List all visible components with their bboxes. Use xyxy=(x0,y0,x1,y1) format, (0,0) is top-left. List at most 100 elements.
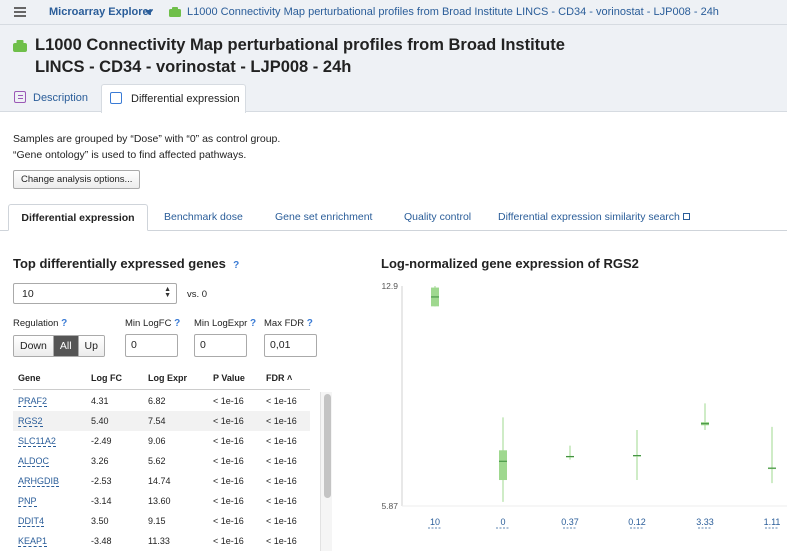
gene-link[interactable]: PNP xyxy=(18,496,37,507)
tab-differential-expression[interactable]: Differential expression xyxy=(101,84,246,113)
col-fdr[interactable]: FDR ˄ xyxy=(266,373,293,383)
table-row[interactable]: PNP -3.14 13.60 < 1e-16 < 1e-16 xyxy=(13,491,310,511)
top-count-value: 10 xyxy=(22,288,34,300)
p-value-cell: < 1e-16 xyxy=(213,496,244,506)
change-analysis-options-button[interactable]: Change analysis options... xyxy=(13,170,141,189)
regulation-all-button[interactable]: All xyxy=(53,336,79,356)
tab-differential-expression-label: Differential expression xyxy=(131,93,240,105)
chevron-down-icon[interactable] xyxy=(145,10,153,15)
y-tick-label: 5.87 xyxy=(381,501,398,511)
regulation-label-text: Regulation xyxy=(13,318,59,329)
log-fc-cell: -3.14 xyxy=(91,496,112,506)
gene-link[interactable]: DDIT4 xyxy=(18,516,45,527)
log-fc-cell: 4.31 xyxy=(91,396,109,406)
x-tick-label: 1.11 xyxy=(764,517,781,527)
col-log-expr[interactable]: Log Expr xyxy=(148,373,188,383)
x-tick-label: 10 xyxy=(430,517,440,527)
x-tick-label: 0 xyxy=(500,517,505,527)
p-value-cell: < 1e-16 xyxy=(213,396,244,406)
fdr-cell: < 1e-16 xyxy=(266,396,297,406)
fdr-cell: < 1e-16 xyxy=(266,516,297,526)
help-icon[interactable]: ? xyxy=(61,318,68,329)
subtab-quality-control[interactable]: Quality control xyxy=(404,211,472,223)
gene-link[interactable]: ALDOC xyxy=(18,456,50,467)
page-title: L1000 Connectivity Map perturbational pr… xyxy=(35,36,565,76)
p-value-cell: < 1e-16 xyxy=(213,516,244,526)
top-genes-title: Top differentially expressed genes ? xyxy=(13,256,239,271)
min-logexpr-label-text: Min LogExpr xyxy=(194,318,248,329)
box xyxy=(499,450,507,481)
gene-link[interactable]: KEAP1 xyxy=(18,536,48,547)
help-icon[interactable]: ? xyxy=(306,318,313,329)
analysis-info: Samples are grouped by “Dose” with “0” a… xyxy=(13,131,280,163)
subtab-gene-set-enrichment[interactable]: Gene set enrichment xyxy=(275,211,373,223)
max-fdr-input[interactable]: 0,01 xyxy=(264,334,317,357)
log-expr-cell: 13.60 xyxy=(148,496,171,506)
min-logfc-label-text: Min LogFC xyxy=(125,318,172,329)
log-expr-cell: 9.15 xyxy=(148,516,166,526)
min-logexpr-input[interactable]: 0 xyxy=(194,334,247,357)
table-row[interactable]: ALDOC 3.26 5.62 < 1e-16 < 1e-16 xyxy=(13,451,310,471)
help-icon[interactable]: ? xyxy=(249,318,257,329)
min-logexpr-label: Min LogExpr ? xyxy=(194,318,256,329)
tab-description[interactable]: Description xyxy=(10,86,92,112)
help-icon[interactable]: ? xyxy=(233,260,240,271)
table-row[interactable]: RGS2 5.40 7.54 < 1e-16 < 1e-16 xyxy=(13,411,310,431)
breadcrumb[interactable]: L1000 Connectivity Map perturbational pr… xyxy=(187,6,719,18)
log-fc-cell: -2.49 xyxy=(91,436,112,446)
table-header-divider xyxy=(13,389,310,390)
p-value-cell: < 1e-16 xyxy=(213,456,244,466)
col-p-value[interactable]: P Value xyxy=(213,373,245,383)
regulation-down-button[interactable]: Down xyxy=(14,336,54,356)
y-tick-label: 12.9 xyxy=(381,281,398,291)
x-tick-label: 0.12 xyxy=(628,517,646,527)
table-scrollbar-thumb[interactable] xyxy=(324,394,331,498)
col-gene[interactable]: Gene xyxy=(18,373,41,383)
log-expr-cell: 11.33 xyxy=(148,536,170,546)
hamburger-menu-icon[interactable] xyxy=(14,7,26,17)
regulation-label: Regulation ? xyxy=(13,318,67,329)
info-line-ontology: “Gene ontology” is used to find affected… xyxy=(13,149,247,161)
table-row[interactable]: PRAF2 4.31 6.82 < 1e-16 < 1e-16 xyxy=(13,391,310,411)
regulation-toggle: Down All Up xyxy=(13,335,105,357)
log-expr-cell: 6.82 xyxy=(148,396,166,406)
table-row[interactable]: ARHGDIB -2.53 14.74 < 1e-16 < 1e-16 xyxy=(13,471,310,491)
top-genes-title-text: Top differentially expressed genes xyxy=(13,256,226,271)
p-value-cell: < 1e-16 xyxy=(213,476,244,486)
table-row[interactable]: KEAP1 -3.48 11.33 < 1e-16 < 1e-16 xyxy=(13,531,310,551)
top-count-select[interactable]: 10 ▲ ▼ xyxy=(13,283,177,304)
chart-title: Log-normalized gene expression of RGS2 xyxy=(381,256,639,271)
description-icon xyxy=(14,91,26,103)
fdr-cell: < 1e-16 xyxy=(266,476,297,486)
p-value-cell: < 1e-16 xyxy=(213,416,244,426)
log-expr-cell: 7.54 xyxy=(148,416,166,426)
col-log-fc[interactable]: Log FC xyxy=(91,373,122,383)
subtab-similarity-search[interactable]: Differential expression similarity searc… xyxy=(498,211,690,223)
regulation-up-button[interactable]: Up xyxy=(78,336,104,356)
table-row[interactable]: SLC11A2 -2.49 9.06 < 1e-16 < 1e-16 xyxy=(13,431,310,451)
subtab-benchmark-dose[interactable]: Benchmark dose xyxy=(164,211,243,223)
subtab-differential-expression[interactable]: Differential expression xyxy=(8,204,148,231)
max-fdr-label-text: Max FDR xyxy=(264,318,305,329)
subtab-similarity-search-label: Differential expression similarity searc… xyxy=(498,211,680,223)
log-expr-cell: 9.06 xyxy=(148,436,166,446)
external-link-icon xyxy=(682,213,690,220)
top-bar xyxy=(0,0,787,25)
table-row[interactable]: DDIT4 3.50 9.15 < 1e-16 < 1e-16 xyxy=(13,511,310,531)
app-switcher[interactable]: Microarray Explorer xyxy=(49,6,153,18)
gene-link[interactable]: SLC11A2 xyxy=(18,436,56,447)
help-icon[interactable]: ? xyxy=(174,318,181,329)
select-arrows-icon: ▲ ▼ xyxy=(164,286,171,299)
x-tick-label: 0.37 xyxy=(561,517,579,527)
max-fdr-label: Max FDR ? xyxy=(264,318,313,329)
log-fc-cell: 3.26 xyxy=(91,456,109,466)
log-expr-cell: 5.62 xyxy=(148,456,166,466)
gene-link[interactable]: RGS2 xyxy=(18,416,43,427)
differential-expression-icon xyxy=(110,92,122,104)
gene-link[interactable]: ARHGDIB xyxy=(18,476,60,487)
x-tick-label: 3.33 xyxy=(696,517,714,527)
expression-box-plot: 12.9 5.87 10 0 0.37 0.12 3.33 1.11 xyxy=(381,281,787,529)
gene-link[interactable]: PRAF2 xyxy=(18,396,48,407)
min-logfc-input[interactable]: 0 xyxy=(125,334,178,357)
p-value-cell: < 1e-16 xyxy=(213,536,244,546)
